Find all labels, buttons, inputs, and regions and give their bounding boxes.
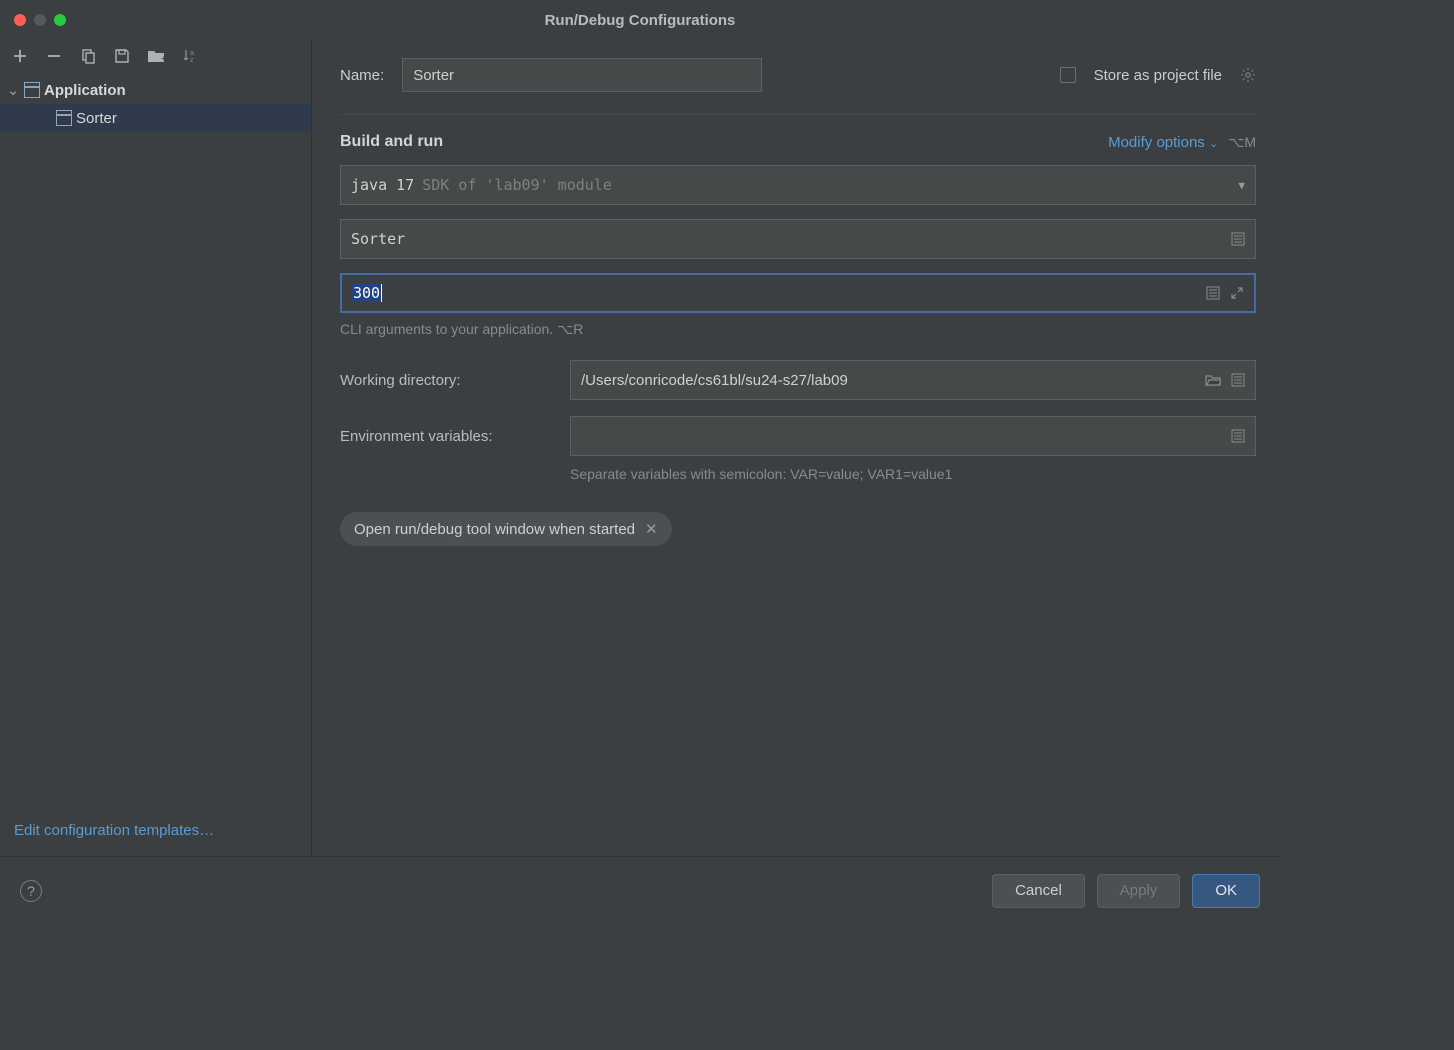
config-tree: ⌄ Application Sorter	[0, 76, 311, 812]
chevron-down-icon: ▼	[1238, 179, 1245, 192]
edit-templates-link[interactable]: Edit configuration templates…	[14, 822, 214, 839]
env-vars-field[interactable]	[570, 416, 1256, 456]
save-config-button[interactable]	[112, 46, 132, 66]
remove-config-button[interactable]	[44, 46, 64, 66]
svg-text:z: z	[190, 57, 194, 64]
dialog-body: + az ⌄ Application Sorter Edit configura…	[0, 40, 1280, 856]
main-class-value: Sorter	[351, 230, 405, 248]
name-row: Name: Store as project file	[340, 58, 1256, 92]
modify-options-link[interactable]: Modify options ⌄	[1108, 134, 1218, 151]
sidebar-footer: Edit configuration templates…	[0, 812, 311, 856]
working-directory-field[interactable]: /Users/conricode/cs61bl/su24-s27/lab09	[570, 360, 1256, 400]
program-arguments-field[interactable]: 300	[340, 273, 1256, 313]
sdk-value: java 17SDK of 'lab09' module	[351, 176, 612, 194]
divider	[340, 114, 1256, 115]
main-class-field[interactable]: Sorter	[340, 219, 1256, 259]
sort-config-button[interactable]: az	[180, 46, 200, 66]
dialog-footer: ? Cancel Apply OK	[0, 856, 1280, 924]
sidebar: + az ⌄ Application Sorter Edit configura…	[0, 40, 312, 856]
tree-item-label: Sorter	[76, 110, 117, 127]
titlebar: Run/Debug Configurations	[0, 0, 1280, 40]
list-icon[interactable]	[1231, 373, 1245, 387]
add-config-button[interactable]	[10, 46, 30, 66]
close-window-button[interactable]	[14, 14, 26, 26]
program-arguments-value: 300	[352, 284, 382, 303]
env-helper-text: Separate variables with semicolon: VAR=v…	[570, 466, 1256, 482]
list-icon[interactable]	[1231, 232, 1245, 246]
name-label: Name:	[340, 67, 384, 84]
build-run-title: Build and run	[340, 133, 443, 151]
svg-text:a: a	[190, 50, 194, 57]
help-button[interactable]: ?	[20, 880, 42, 902]
list-icon[interactable]	[1206, 286, 1220, 300]
open-tool-window-chip[interactable]: Open run/debug tool window when started …	[340, 512, 672, 546]
close-icon[interactable]: ✕	[645, 520, 658, 538]
tree-group-application[interactable]: ⌄ Application	[0, 76, 311, 104]
application-type-icon	[24, 82, 40, 98]
tree-group-label: Application	[44, 82, 126, 99]
folder-config-button[interactable]: +	[146, 46, 166, 66]
modify-options: Modify options ⌄ ⌥M	[1108, 134, 1256, 151]
gear-icon[interactable]	[1240, 67, 1256, 83]
expand-icon[interactable]	[1230, 286, 1244, 300]
env-vars-row: Environment variables:	[340, 416, 1256, 456]
ok-button[interactable]: OK	[1192, 874, 1260, 908]
svg-text:+: +	[161, 54, 165, 63]
tree-item-sorter[interactable]: Sorter	[0, 104, 311, 132]
chip-label: Open run/debug tool window when started	[354, 521, 635, 538]
working-directory-value: /Users/conricode/cs61bl/su24-s27/lab09	[581, 372, 848, 389]
cancel-button[interactable]: Cancel	[992, 874, 1085, 908]
store-as-project-checkbox[interactable]	[1060, 67, 1076, 83]
env-vars-label: Environment variables:	[340, 428, 550, 445]
copy-config-button[interactable]	[78, 46, 98, 66]
store-as-project-label: Store as project file	[1094, 67, 1222, 84]
main-panel: Name: Store as project file Build and ru…	[312, 40, 1280, 856]
window-controls	[0, 14, 66, 26]
options-chips: Open run/debug tool window when started …	[340, 504, 1256, 546]
build-run-header: Build and run Modify options ⌄ ⌥M	[340, 133, 1256, 151]
application-icon	[56, 110, 72, 126]
sdk-select[interactable]: java 17SDK of 'lab09' module ▼	[340, 165, 1256, 205]
folder-open-icon[interactable]	[1205, 373, 1221, 387]
chevron-down-icon: ⌄	[6, 81, 20, 99]
config-name-input[interactable]	[402, 58, 762, 92]
apply-button[interactable]: Apply	[1097, 874, 1181, 908]
working-directory-label: Working directory:	[340, 372, 550, 389]
dialog-window: Run/Debug Configurations + az ⌄ Applicat…	[0, 0, 1280, 924]
args-helper-text: CLI arguments to your application. ⌥R	[340, 321, 1256, 338]
zoom-window-button[interactable]	[54, 14, 66, 26]
list-icon[interactable]	[1231, 429, 1245, 443]
modify-options-shortcut: ⌥M	[1228, 134, 1256, 151]
minimize-window-button[interactable]	[34, 14, 46, 26]
dialog-title: Run/Debug Configurations	[0, 12, 1280, 29]
config-toolbar: + az	[0, 40, 311, 76]
working-directory-row: Working directory: /Users/conricode/cs61…	[340, 360, 1256, 400]
